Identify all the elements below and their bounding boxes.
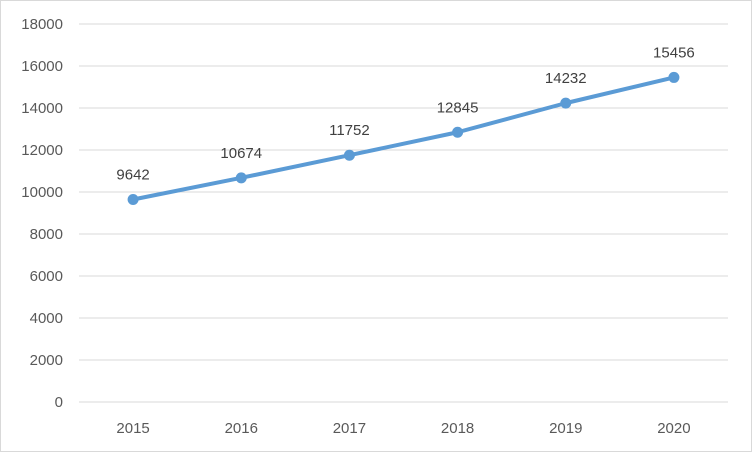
x-axis-tick-labels: 2015 2016 2017 2018 2019 2020 (116, 420, 690, 437)
series-group (127, 71, 680, 206)
x-tick-label-2018: 2018 (441, 420, 474, 437)
x-tick-label-2017: 2017 (333, 420, 366, 437)
y-tick-label-10000: 10000 (21, 184, 63, 201)
data-point-2018 (452, 126, 464, 138)
y-axis-tick-labels: 0 2000 4000 6000 8000 10000 12000 14000 16000 180… (21, 16, 63, 411)
x-tick-label-2015: 2015 (116, 420, 149, 437)
data-label-2019: 14232 (545, 70, 587, 87)
data-point-2019 (560, 97, 572, 109)
x-tick-label-2019: 2019 (549, 420, 582, 437)
y-tick-label-12000: 12000 (21, 142, 63, 159)
data-point-2015 (127, 194, 139, 206)
y-tick-label-4000: 4000 (30, 310, 63, 327)
y-tick-label-14000: 14000 (21, 100, 63, 117)
y-tick-label-18000: 18000 (21, 16, 63, 33)
x-tick-label-2016: 2016 (225, 420, 258, 437)
data-point-2020 (668, 71, 680, 83)
y-tick-label-2000: 2000 (30, 352, 63, 369)
y-tick-label-6000: 6000 (30, 268, 63, 285)
data-label-2016: 10674 (220, 145, 262, 162)
y-tick-label-0: 0 (55, 394, 63, 411)
data-label-2020: 15456 (653, 44, 695, 61)
y-tick-label-16000: 16000 (21, 58, 63, 75)
data-label-2018: 12845 (437, 99, 479, 116)
data-labels: 9642 10674 11752 12845 14232 15456 (116, 44, 694, 183)
gridlines (79, 23, 728, 403)
data-point-2016 (235, 172, 247, 184)
data-label-2015: 9642 (116, 167, 149, 184)
series-line-0 (131, 75, 676, 202)
x-tick-label-2020: 2020 (657, 420, 690, 437)
y-tick-label-8000: 8000 (30, 226, 63, 243)
data-point-2017 (343, 149, 355, 161)
data-label-2017: 11752 (329, 122, 370, 139)
